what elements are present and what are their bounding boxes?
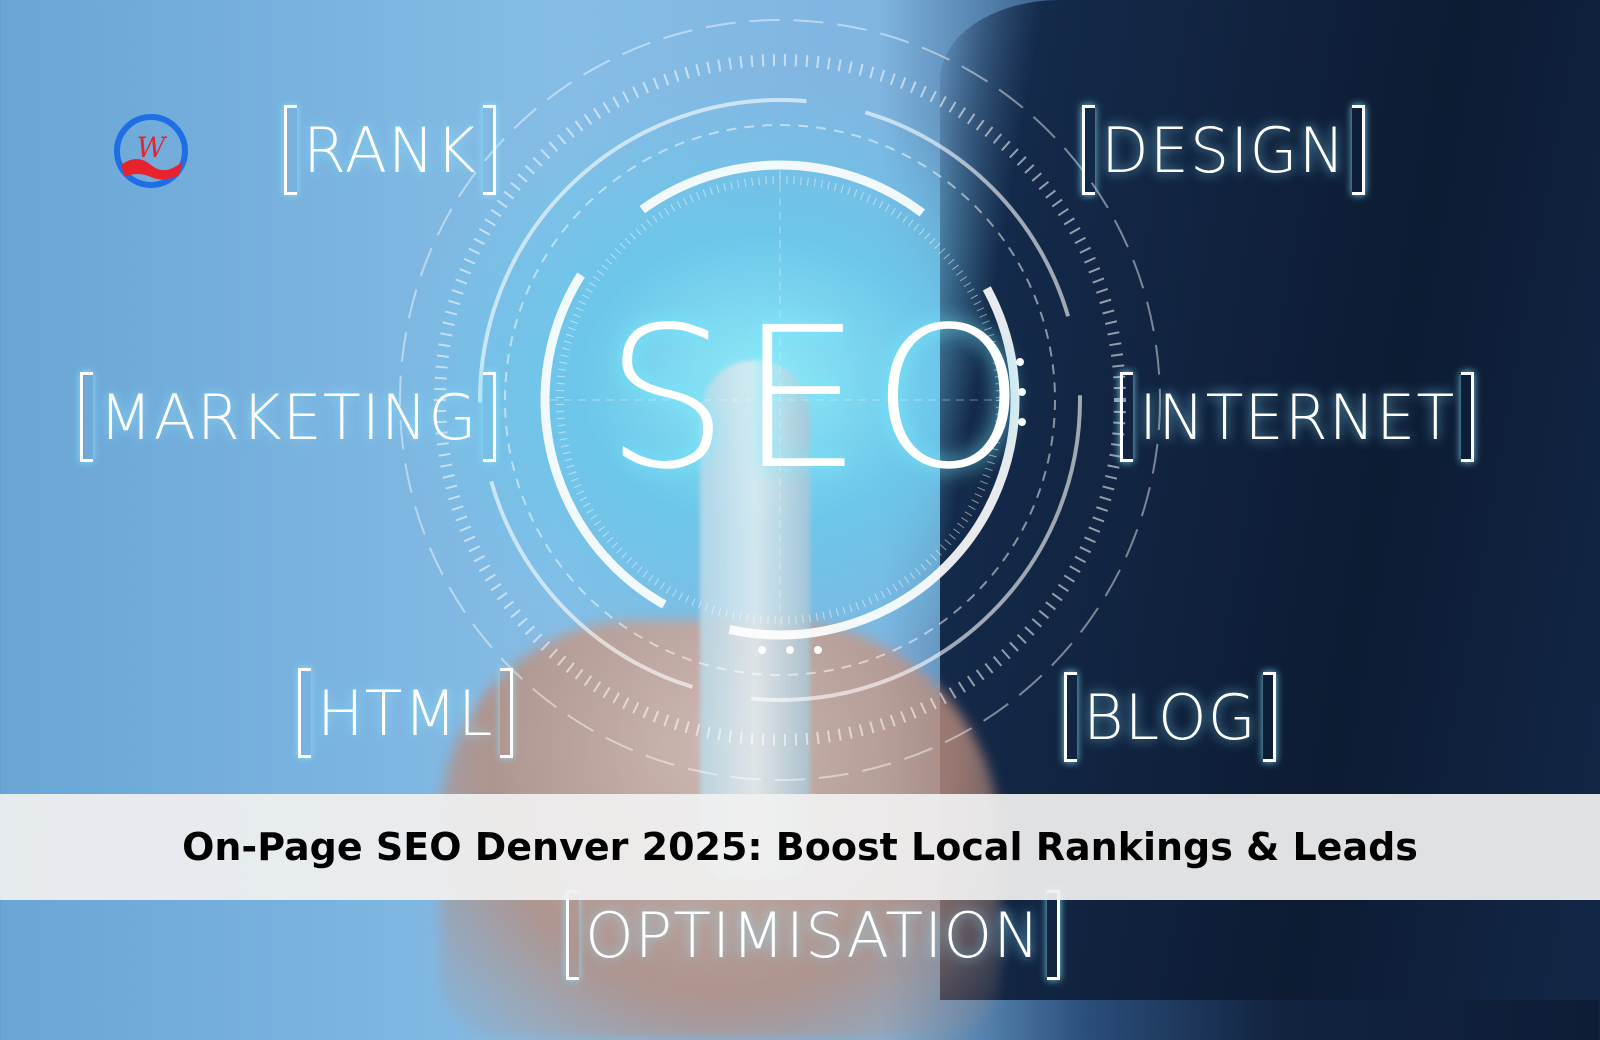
- keyword-blog-label: BLOG: [1083, 680, 1257, 754]
- keyword-marketing: MARKETING: [80, 372, 497, 462]
- ring-inner-ticks: [556, 176, 1004, 624]
- keyword-rank-label: RANK: [303, 113, 478, 187]
- brand-logo: W: [114, 114, 188, 188]
- keyword-rank: RANK: [284, 105, 497, 195]
- keyword-internet: INTERNET: [1120, 372, 1475, 462]
- title-banner: On-Page SEO Denver 2025: Boost Local Ran…: [0, 794, 1600, 900]
- ring-inner: [540, 160, 1020, 640]
- keyword-marketing-label: MARKETING: [99, 380, 478, 454]
- keyword-html: HTML: [298, 668, 513, 758]
- keyword-optimisation: OPTIMISATION: [566, 890, 1060, 980]
- keyword-design: DESIGN: [1082, 105, 1365, 195]
- ring-solid: [478, 98, 1082, 702]
- svg-text:W: W: [137, 131, 168, 164]
- keyword-internet-label: INTERNET: [1139, 380, 1456, 454]
- page-title: On-Page SEO Denver 2025: Boost Local Ran…: [182, 825, 1418, 869]
- ring-dashed: [504, 124, 1056, 676]
- keyword-blog: BLOG: [1064, 672, 1276, 762]
- keyword-html-label: HTML: [317, 676, 494, 750]
- keyword-optimisation-label: OPTIMISATION: [585, 898, 1041, 972]
- seo-center-text: SEO: [605, 285, 1036, 512]
- ring-outer: [399, 19, 1161, 781]
- pointing-finger: [700, 360, 810, 880]
- keyword-design-label: DESIGN: [1101, 113, 1346, 187]
